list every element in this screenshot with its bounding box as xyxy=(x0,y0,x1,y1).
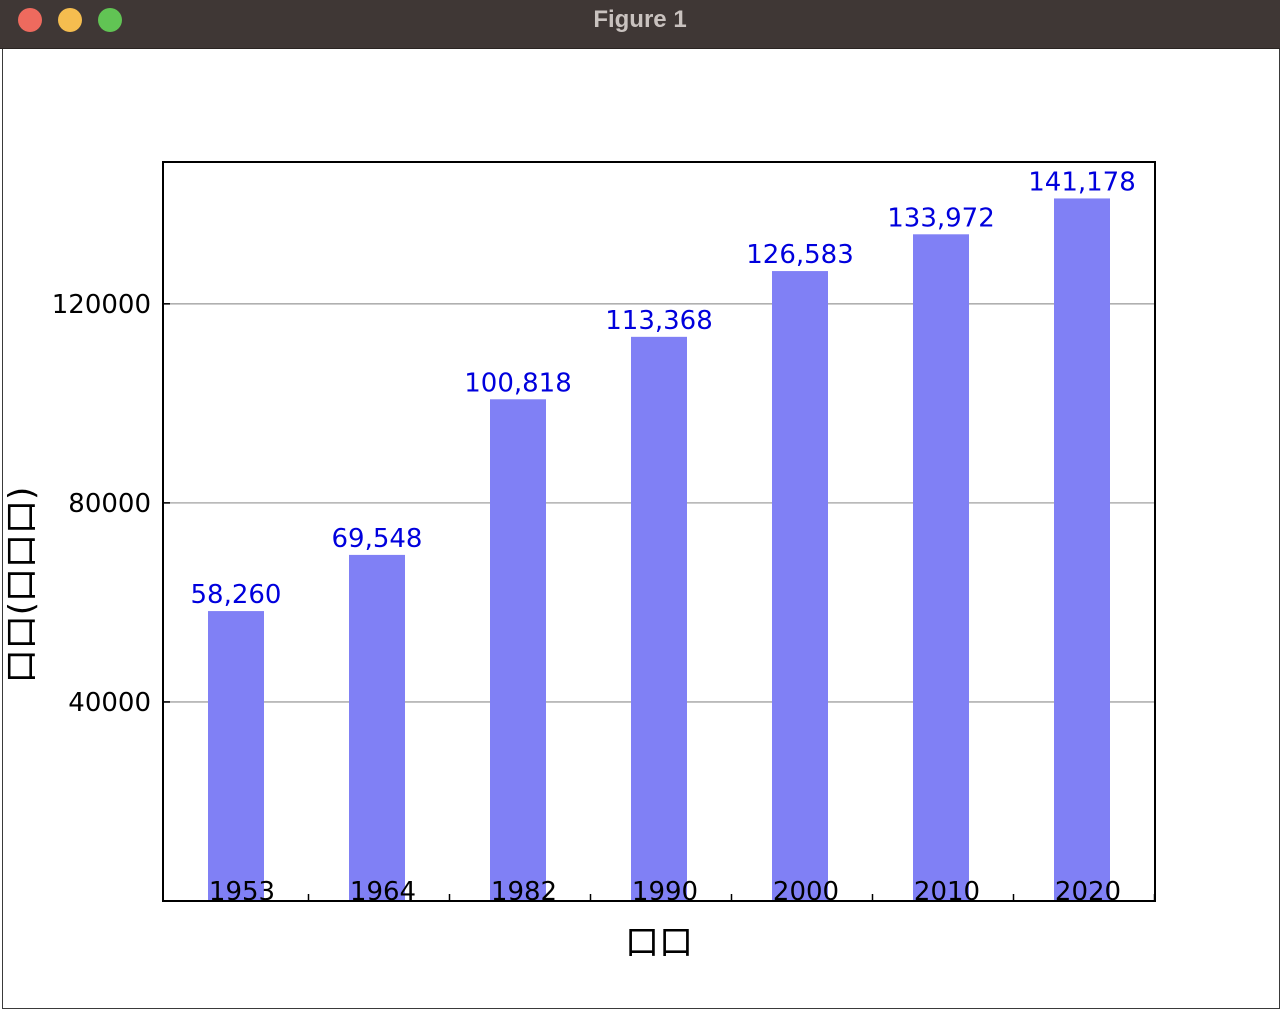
bars xyxy=(208,198,1110,901)
x-tick-label: 1953 xyxy=(209,877,275,907)
value-labels: 58,260 69,548 100,818 113,368 126,583 133,972… xyxy=(191,167,1136,610)
bar-2000 xyxy=(772,271,828,901)
window-title: Figure 1 xyxy=(593,6,687,33)
bar-2010 xyxy=(913,234,969,901)
x-tick-label: 2010 xyxy=(914,877,980,907)
x-tick-label: 2000 xyxy=(773,877,839,907)
bar-2020 xyxy=(1054,198,1110,901)
bar-1990 xyxy=(631,336,687,901)
plot-frame xyxy=(162,161,1156,902)
x-tick-label: 1964 xyxy=(350,877,416,907)
y-tick-label: 120000 xyxy=(52,290,151,320)
bar-chart: 58,260 69,548 100,818 113,368 126,583 133,972… xyxy=(2,161,1156,963)
minimize-window-button[interactable] xyxy=(58,8,82,32)
x-tick-label: 2020 xyxy=(1055,877,1121,907)
y-tick-label: 40000 xyxy=(68,688,151,718)
close-window-button[interactable] xyxy=(18,8,42,32)
value-label: 141,178 xyxy=(1028,167,1136,197)
x-tick-label: 1990 xyxy=(632,877,698,907)
bar-1964 xyxy=(349,554,405,901)
maximize-window-button[interactable] xyxy=(98,8,122,32)
bar-1953 xyxy=(208,611,264,901)
value-label: 126,583 xyxy=(746,240,854,270)
bar-1982 xyxy=(490,399,546,901)
x-tick-label: 1982 xyxy=(491,877,557,907)
y-axis-label: 口口(口口口) xyxy=(3,487,42,684)
x-axis-label: 口口 xyxy=(625,923,693,963)
window-titlebar: Figure 1 xyxy=(0,0,1280,49)
axes: 40000 80000 120000 1953 1964 1982 1990 2000 2010… xyxy=(52,161,1156,907)
value-label: 133,972 xyxy=(887,203,995,233)
value-label: 113,368 xyxy=(605,306,713,336)
figure-canvas: 58,260 69,548 100,818 113,368 126,583 133,972… xyxy=(2,49,1280,1009)
value-label: 69,548 xyxy=(332,524,423,554)
y-tick-label: 80000 xyxy=(68,489,151,519)
value-label: 100,818 xyxy=(464,368,572,398)
value-label: 58,260 xyxy=(191,580,282,610)
